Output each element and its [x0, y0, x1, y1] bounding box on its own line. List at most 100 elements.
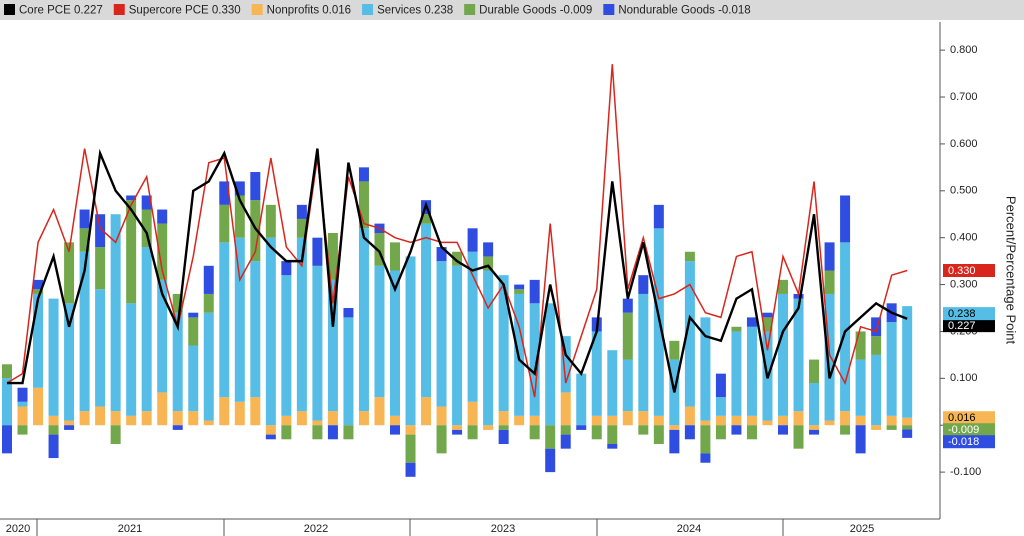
- bar-segment: [715, 397, 726, 416]
- bar-segment: [17, 406, 28, 426]
- bar-segment: [64, 425, 75, 430]
- bar-segment: [141, 195, 152, 210]
- y-tick-label: 0.300: [950, 278, 978, 290]
- bar-segment: [64, 420, 75, 426]
- bar-segment: [281, 425, 292, 440]
- y-tick-label: 0.500: [950, 185, 978, 197]
- bar-segment: [467, 228, 478, 252]
- legend-name: Nonprofits: [267, 5, 320, 17]
- bar-segment: [793, 298, 804, 412]
- legend-value: 0.330: [212, 5, 241, 17]
- bar-segment: [110, 214, 121, 412]
- bar-segment: [219, 397, 230, 426]
- bar-segment: [498, 411, 509, 426]
- bar-segment: [700, 420, 711, 426]
- bar-segment: [793, 425, 804, 449]
- bar-segment: [265, 204, 276, 238]
- bar-segment: [250, 261, 261, 398]
- bar-segment: [265, 237, 276, 426]
- legend-swatch: [4, 4, 15, 15]
- bar-segment: [390, 415, 400, 426]
- bar-segment: [265, 425, 276, 435]
- value-tag-label: 0.238: [948, 308, 976, 320]
- value-tag: [943, 264, 995, 277]
- bar-segment: [126, 415, 137, 426]
- legend-entry: Services 0.238: [377, 5, 453, 17]
- bar-segment: [731, 425, 742, 435]
- bar-segment: [902, 306, 913, 418]
- bar-segment: [855, 331, 866, 360]
- bar-segment: [79, 251, 90, 412]
- bar-segment: [483, 425, 494, 430]
- bar-segment: [731, 331, 742, 416]
- bar-segment: [591, 331, 602, 416]
- bar-segment: [188, 345, 199, 412]
- bar-segment: [653, 425, 664, 444]
- value-tag: [943, 423, 995, 437]
- bar-segment: [48, 298, 59, 416]
- bar-segment: [793, 293, 804, 299]
- bar-segment: [824, 242, 835, 271]
- bar-segment: [250, 397, 261, 426]
- bar-segment: [545, 448, 556, 473]
- bar-segment: [157, 223, 168, 280]
- legend-swatch: [251, 4, 263, 15]
- bar-segment: [234, 401, 245, 426]
- legend-swatch: [362, 4, 374, 15]
- y-tick-label: 0.100: [950, 372, 978, 384]
- bar-segment: [746, 425, 757, 440]
- bar-segment: [17, 401, 28, 407]
- bar-segment: [700, 453, 711, 463]
- bar-segment: [48, 425, 59, 435]
- bar-segment: [684, 261, 695, 407]
- bar-segment: [529, 303, 540, 416]
- bar-segment: [483, 270, 494, 426]
- bar-segment: [902, 417, 913, 426]
- bar-segment: [405, 434, 416, 463]
- bar-segment: [281, 261, 292, 276]
- bar-segment: [840, 425, 851, 435]
- bar-segment: [855, 415, 866, 426]
- bar-segment: [436, 261, 447, 407]
- bar-segment: [452, 429, 463, 435]
- bar-segment: [219, 181, 230, 205]
- bar-segment: [281, 415, 292, 426]
- bar-segment: [250, 172, 261, 201]
- bar-segment: [405, 256, 416, 426]
- bar-segment: [700, 425, 711, 454]
- bar-segment: [871, 354, 882, 426]
- bar-segment: [902, 425, 913, 430]
- bar-segment: [622, 298, 633, 313]
- bar-segment: [95, 247, 106, 290]
- bar-segment: [33, 279, 44, 290]
- bar-segment: [188, 312, 199, 318]
- y-tick-label: 0.600: [950, 138, 978, 150]
- bar-segment: [79, 209, 90, 229]
- bar-segment: [855, 425, 866, 454]
- bar-segment: [141, 247, 152, 412]
- bar-segment: [638, 275, 649, 294]
- legend-entry: Core PCE 0.227: [19, 5, 103, 17]
- bar-segment: [126, 200, 137, 304]
- bar-segment: [203, 293, 214, 313]
- bar-segment: [172, 411, 183, 426]
- bar-segment: [607, 415, 618, 426]
- bar-segment: [172, 293, 183, 313]
- x-tick-label: 2021: [118, 523, 142, 535]
- bar-segment: [498, 429, 509, 444]
- legend-name: Nondurable Goods: [618, 5, 715, 17]
- bar-segment: [622, 359, 633, 412]
- bar-segment: [2, 364, 12, 379]
- bar-segment: [327, 232, 338, 280]
- bar-segment: [762, 317, 773, 332]
- bar-segment: [715, 373, 726, 398]
- bar-segment: [514, 284, 525, 290]
- bar-segment: [157, 209, 168, 224]
- bar-segment: [436, 247, 447, 262]
- bar-segment: [809, 425, 820, 430]
- bar-segment: [48, 434, 59, 459]
- legend-entry: Nonprofits 0.016: [267, 5, 351, 17]
- bar-segment: [421, 223, 432, 398]
- bar-segment: [188, 411, 199, 426]
- bar-segment: [715, 425, 726, 440]
